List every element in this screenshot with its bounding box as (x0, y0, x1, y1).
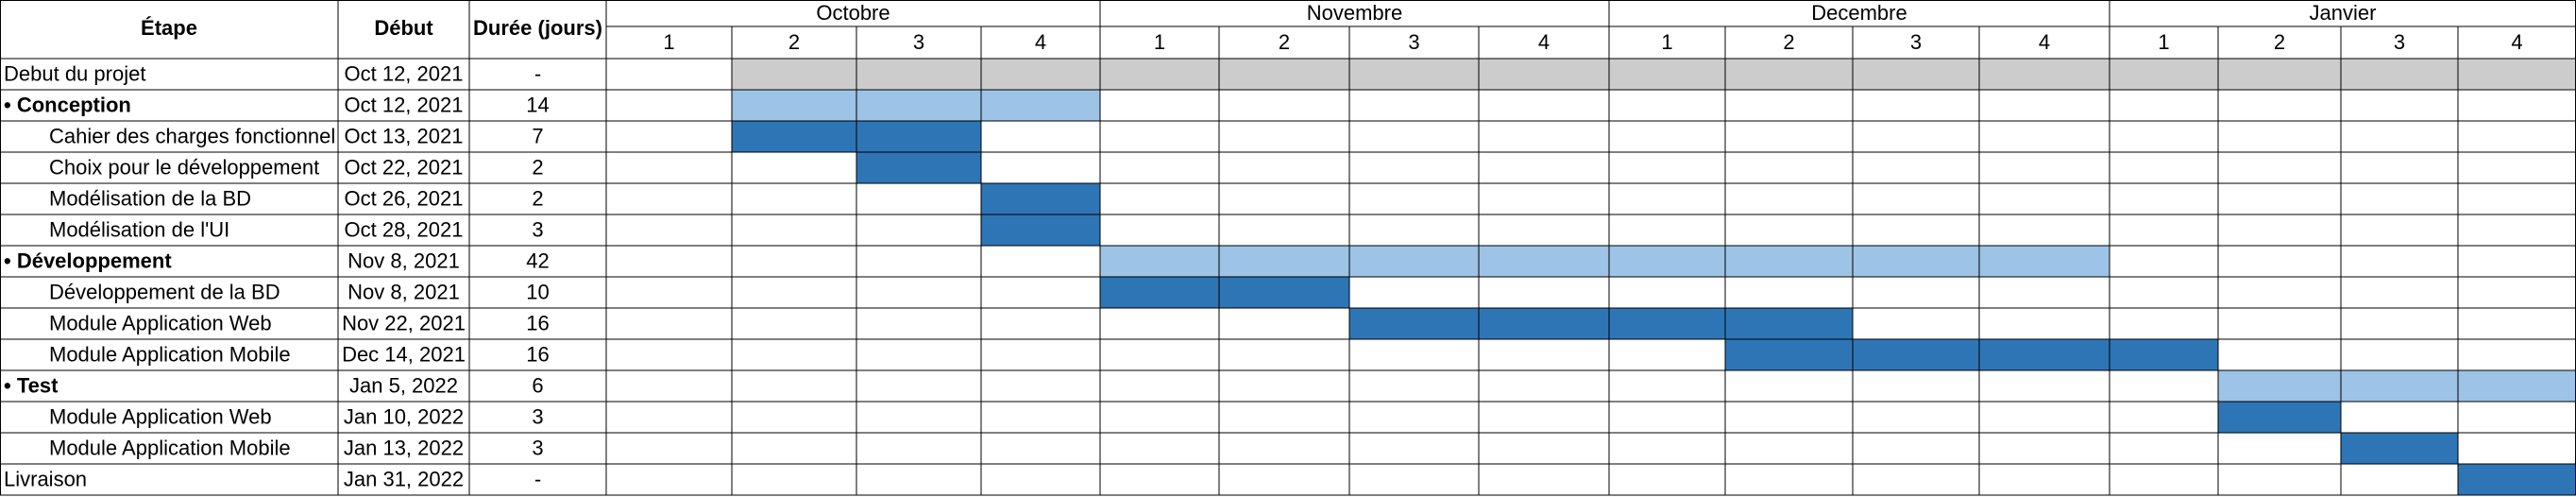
row-label-text: Module Application Web (49, 404, 272, 428)
row-duration: 2 (532, 155, 543, 179)
row-label-text: Développement (17, 248, 172, 272)
month-label: Novembre (1307, 1, 1402, 25)
week-label: 1 (1154, 30, 1165, 54)
row-label: Debut du projet (4, 61, 145, 85)
row-duration: 3 (532, 217, 543, 241)
gantt-bar (2218, 370, 2576, 402)
row-start: Oct 22, 2021 (345, 155, 464, 179)
row-label: • Conception (4, 93, 131, 116)
week-label: 2 (1279, 30, 1290, 54)
gantt-bar (856, 152, 981, 183)
row-label-text: Livraison (4, 467, 87, 490)
week-label: 1 (2158, 30, 2169, 54)
month-label: Decembre (1811, 1, 1907, 25)
week-label: 3 (1910, 30, 1922, 54)
row-start: Oct 26, 2021 (345, 186, 464, 210)
row-start: Jan 10, 2022 (344, 404, 464, 428)
row-start: Nov 8, 2021 (347, 280, 460, 303)
row-label: • Développement (4, 248, 172, 272)
row-label-text: Développement de la BD (49, 280, 280, 303)
row-duration: 3 (532, 404, 543, 428)
week-label: 4 (2511, 30, 2522, 54)
gantt-bar (2218, 402, 2341, 433)
gantt-bar (732, 59, 2576, 90)
gantt-bar (732, 90, 1100, 121)
row-start: Nov 8, 2021 (347, 248, 460, 272)
row-start: Jan 31, 2022 (344, 467, 464, 490)
gantt-bar (981, 214, 1100, 246)
row-duration: 3 (532, 436, 543, 459)
week-label: 4 (1538, 30, 1550, 54)
row-start: Jan 5, 2022 (349, 373, 458, 397)
bullet-icon: • (4, 373, 17, 397)
row-label: Livraison (4, 467, 87, 490)
row-label-text: Modélisation de l'UI (49, 217, 229, 241)
row-duration: 42 (526, 248, 549, 272)
row-label-text: Debut du projet (4, 61, 145, 85)
week-label: 3 (913, 30, 924, 54)
row-duration: - (534, 61, 541, 85)
row-label: • Test (4, 373, 59, 397)
row-start: Dec 14, 2021 (342, 342, 466, 366)
row-duration: 16 (526, 342, 549, 366)
gantt-bars (732, 59, 2576, 495)
table-text: Étape Début Durée (jours) Octobre 1 2 3 4 Novemb… (4, 1, 2523, 491)
row-label: Module Application Mobile (49, 436, 291, 459)
row-duration: 10 (526, 280, 549, 303)
header-start: Début (374, 16, 433, 40)
row-label-text: Modélisation de la BD (49, 186, 251, 210)
row-label-text: Cahier des charges fonctionnel (49, 124, 335, 147)
week-label: 2 (2274, 30, 2285, 54)
header-task: Étape (141, 16, 197, 40)
row-start: Oct 12, 2021 (345, 93, 464, 116)
row-duration: 6 (532, 373, 543, 397)
row-label: Module Application Mobile (49, 342, 291, 366)
week-label: 1 (1661, 30, 1672, 54)
row-label: Cahier des charges fonctionnel (49, 124, 335, 147)
gantt-bar (981, 183, 1100, 214)
gantt-bar (2458, 464, 2576, 495)
row-label: Module Application Web (49, 404, 272, 428)
gantt-bar (1100, 277, 1349, 308)
row-label-text: Module Application Mobile (49, 342, 291, 366)
row-label: Module Application Web (49, 311, 272, 334)
week-label: 2 (1783, 30, 1794, 54)
row-label: Modélisation de la BD (49, 186, 251, 210)
bullet-icon: • (4, 248, 17, 272)
row-duration: - (534, 467, 541, 490)
bullet-icon: • (4, 93, 17, 116)
row-start: Oct 12, 2021 (345, 61, 464, 85)
row-label: Modélisation de l'UI (49, 217, 229, 241)
week-label: 1 (663, 30, 674, 54)
week-label: 4 (1035, 30, 1046, 54)
gantt-bar (2341, 433, 2458, 464)
row-start: Jan 13, 2022 (344, 436, 464, 459)
row-label: Choix pour le développement (49, 155, 319, 179)
week-label: 4 (2039, 30, 2050, 54)
month-label: Janvier (2310, 1, 2377, 25)
gantt-bar (1349, 308, 1853, 339)
row-start: Nov 22, 2021 (342, 311, 466, 334)
week-label: 3 (1408, 30, 1419, 54)
gantt-bar (1725, 339, 2218, 370)
header-duration: Durée (jours) (473, 16, 602, 40)
row-duration: 7 (532, 124, 543, 147)
row-duration: 14 (526, 93, 549, 116)
row-label-text: Module Application Web (49, 311, 272, 334)
month-label: Octobre (816, 1, 890, 25)
row-duration: 2 (532, 186, 543, 210)
gantt-bar (1100, 246, 2110, 277)
row-label-text: Choix pour le développement (49, 155, 319, 179)
row-label: Développement de la BD (49, 280, 280, 303)
row-label-text: Conception (17, 93, 131, 116)
row-label-text: Test (17, 373, 59, 397)
row-duration: 16 (526, 311, 549, 334)
week-label: 2 (788, 30, 800, 54)
row-start: Oct 13, 2021 (345, 124, 464, 147)
row-label-text: Module Application Mobile (49, 436, 291, 459)
row-start: Oct 28, 2021 (345, 217, 464, 241)
week-label: 3 (2394, 30, 2405, 54)
